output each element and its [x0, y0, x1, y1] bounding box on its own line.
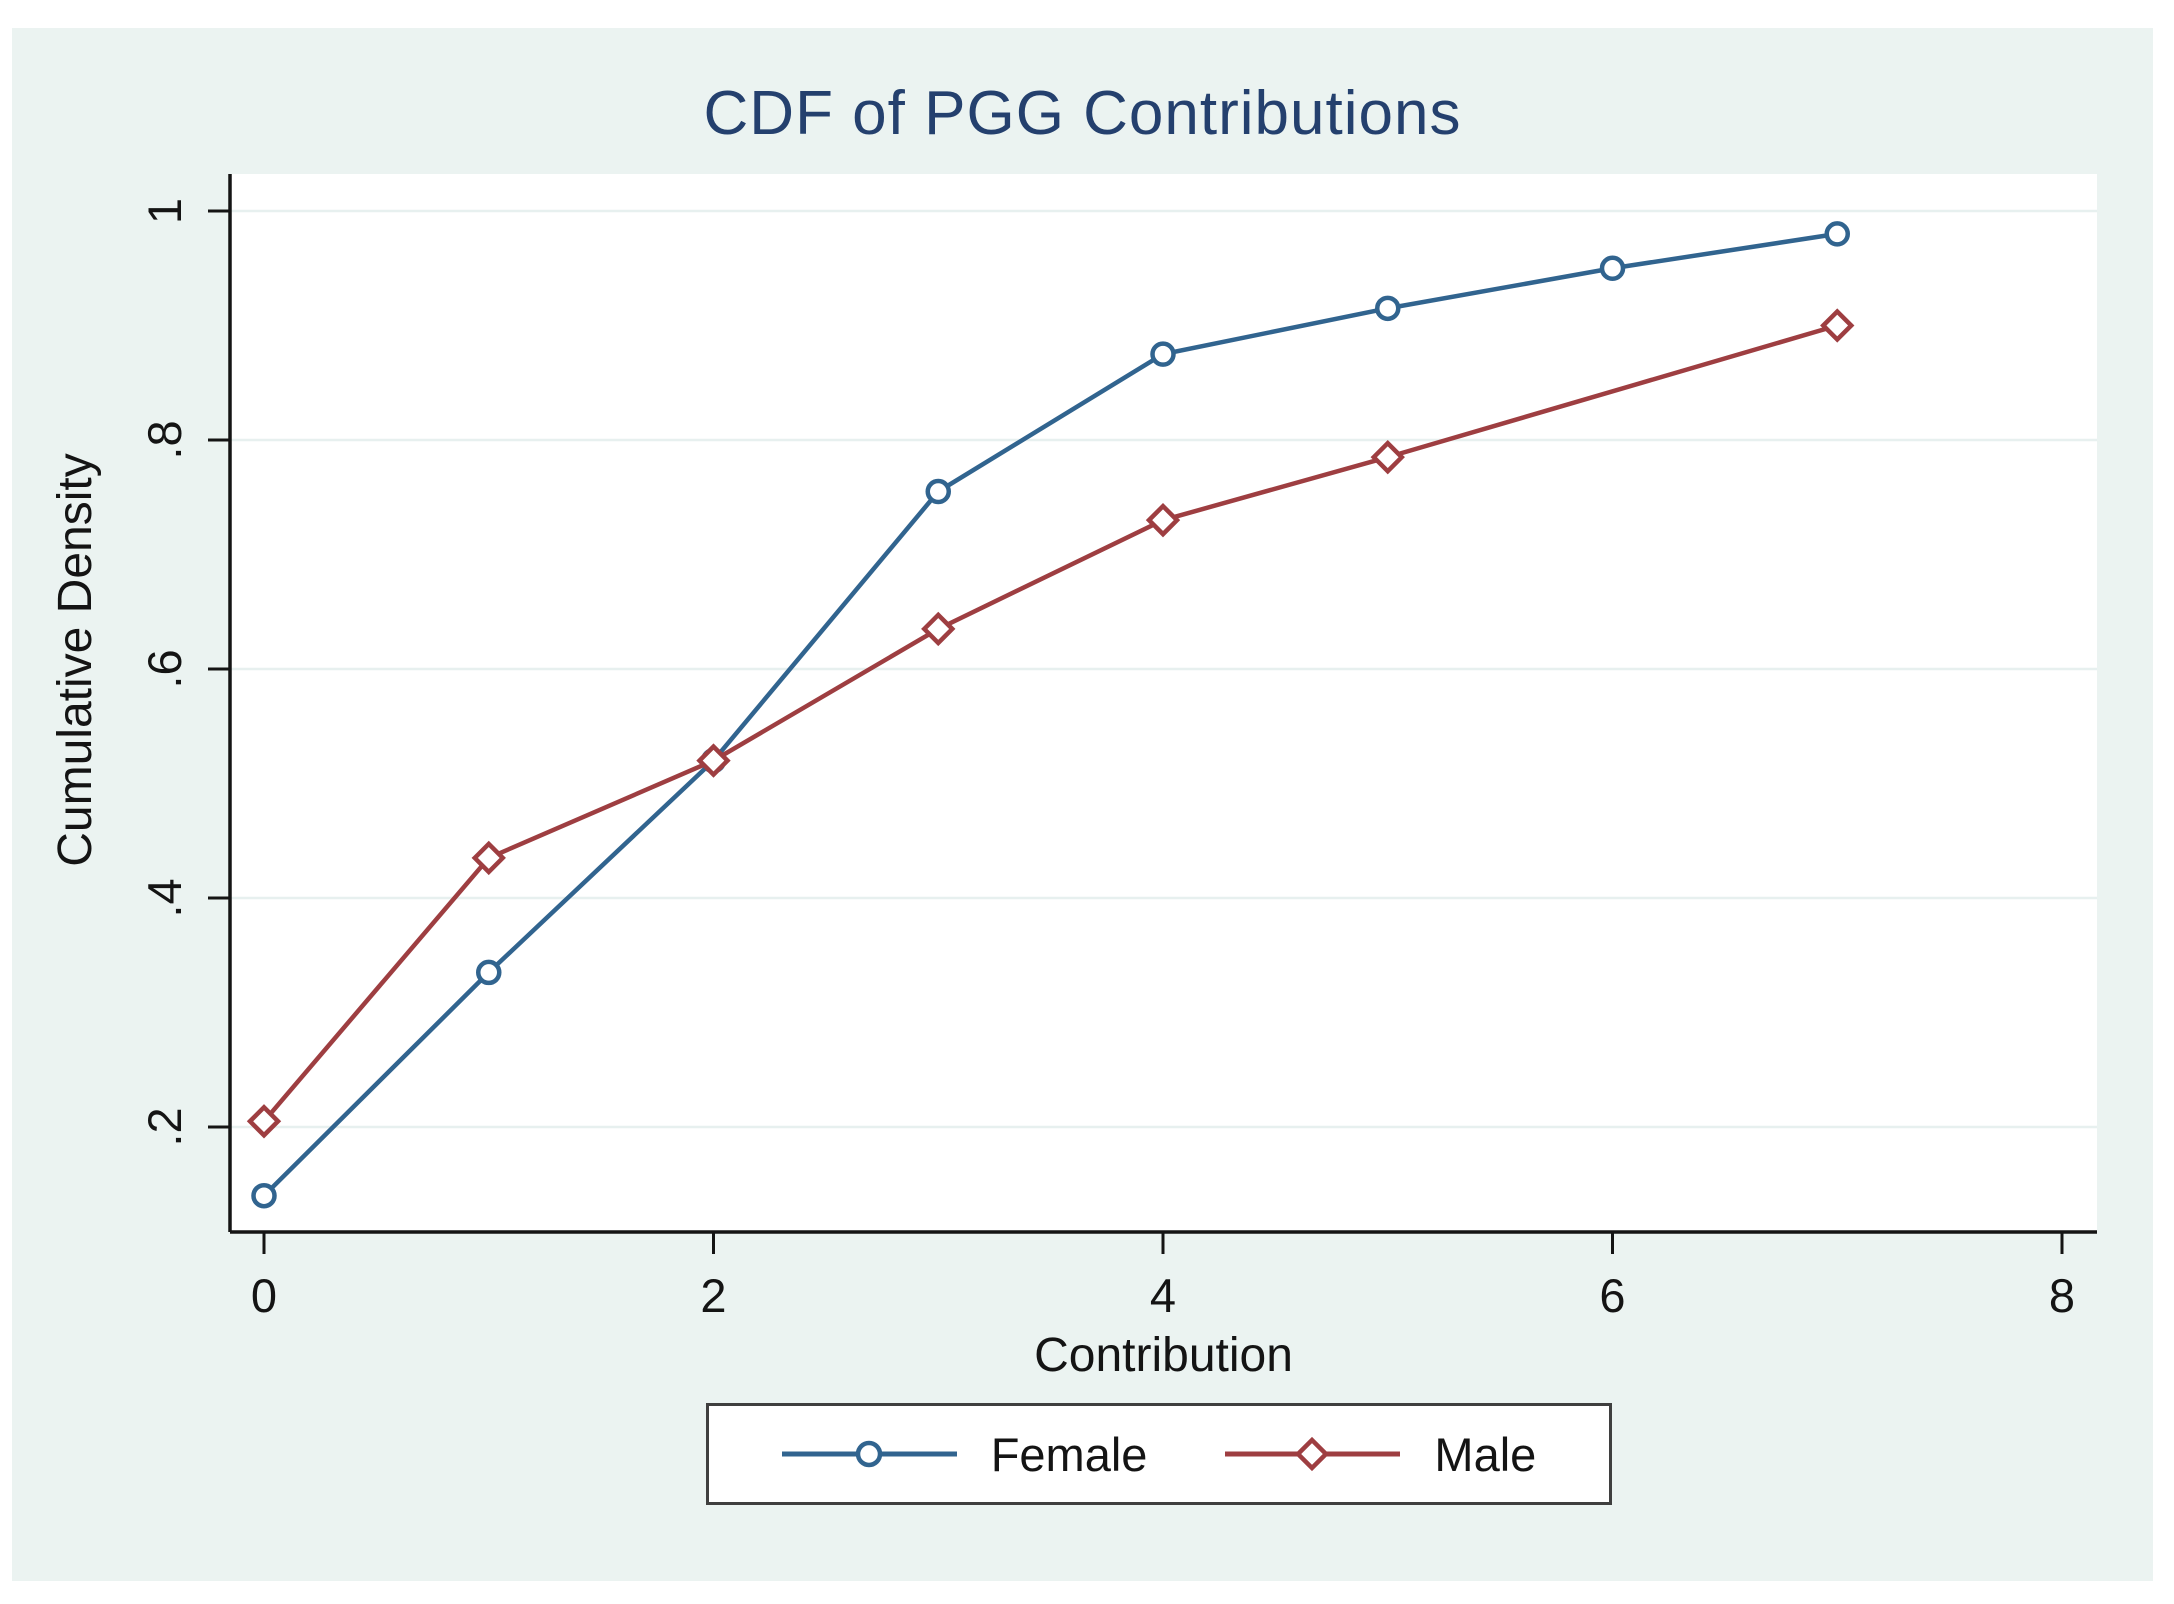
female-marker — [1599, 255, 1626, 281]
female-line-circle-marker-icon — [781, 1440, 957, 1468]
male-marker — [246, 1104, 282, 1139]
legend-box: Female Male — [706, 1403, 1612, 1505]
male-marker — [696, 743, 731, 778]
y-tick-label: .4 — [137, 878, 191, 918]
legend-label-female: Female — [990, 1427, 1148, 1481]
x-axis-title: Contribution — [1034, 1329, 1293, 1382]
male-marker — [471, 840, 506, 876]
y-tick-label: 1 — [137, 197, 191, 225]
plot-area — [208, 174, 2097, 1254]
female-marker — [251, 1182, 277, 1209]
male-marker — [921, 611, 956, 647]
chart-title: CDF of PGG Contributions — [703, 79, 1462, 148]
x-tick-label: 2 — [700, 1269, 727, 1322]
female-marker — [1150, 341, 1176, 367]
female-series-line — [262, 231, 1838, 1198]
x-tick-label: 0 — [250, 1269, 278, 1322]
y-axis-title: Cumulative Density — [48, 453, 102, 867]
female-legend-marker — [855, 1440, 882, 1468]
x-tick-label: 4 — [1149, 1269, 1177, 1322]
male-marker — [1370, 439, 1405, 475]
y-tick-label: .8 — [137, 420, 191, 460]
graph-canvas: CDF of PGG Contributions Cumulative Dens… — [12, 28, 2153, 1581]
x-tick-label: 8 — [2048, 1269, 2076, 1322]
male-marker — [1145, 502, 1181, 538]
legend-item-male: Male — [1225, 1428, 1536, 1480]
male-line-diamond-marker-icon — [1225, 1436, 1401, 1472]
x-tick-label: 6 — [1599, 1269, 1626, 1322]
female-marker — [1824, 221, 1850, 247]
female-marker — [476, 959, 502, 986]
legend-item-female: Female — [781, 1427, 1148, 1481]
male-marker — [1820, 308, 1855, 343]
legend-label-male: Male — [1434, 1427, 1537, 1481]
male-legend-marker — [1295, 1436, 1330, 1472]
female-marker — [925, 478, 951, 505]
y-tick-label: .2 — [137, 1107, 191, 1147]
y-tick-label: .6 — [137, 649, 191, 689]
female-marker — [1375, 295, 1401, 322]
